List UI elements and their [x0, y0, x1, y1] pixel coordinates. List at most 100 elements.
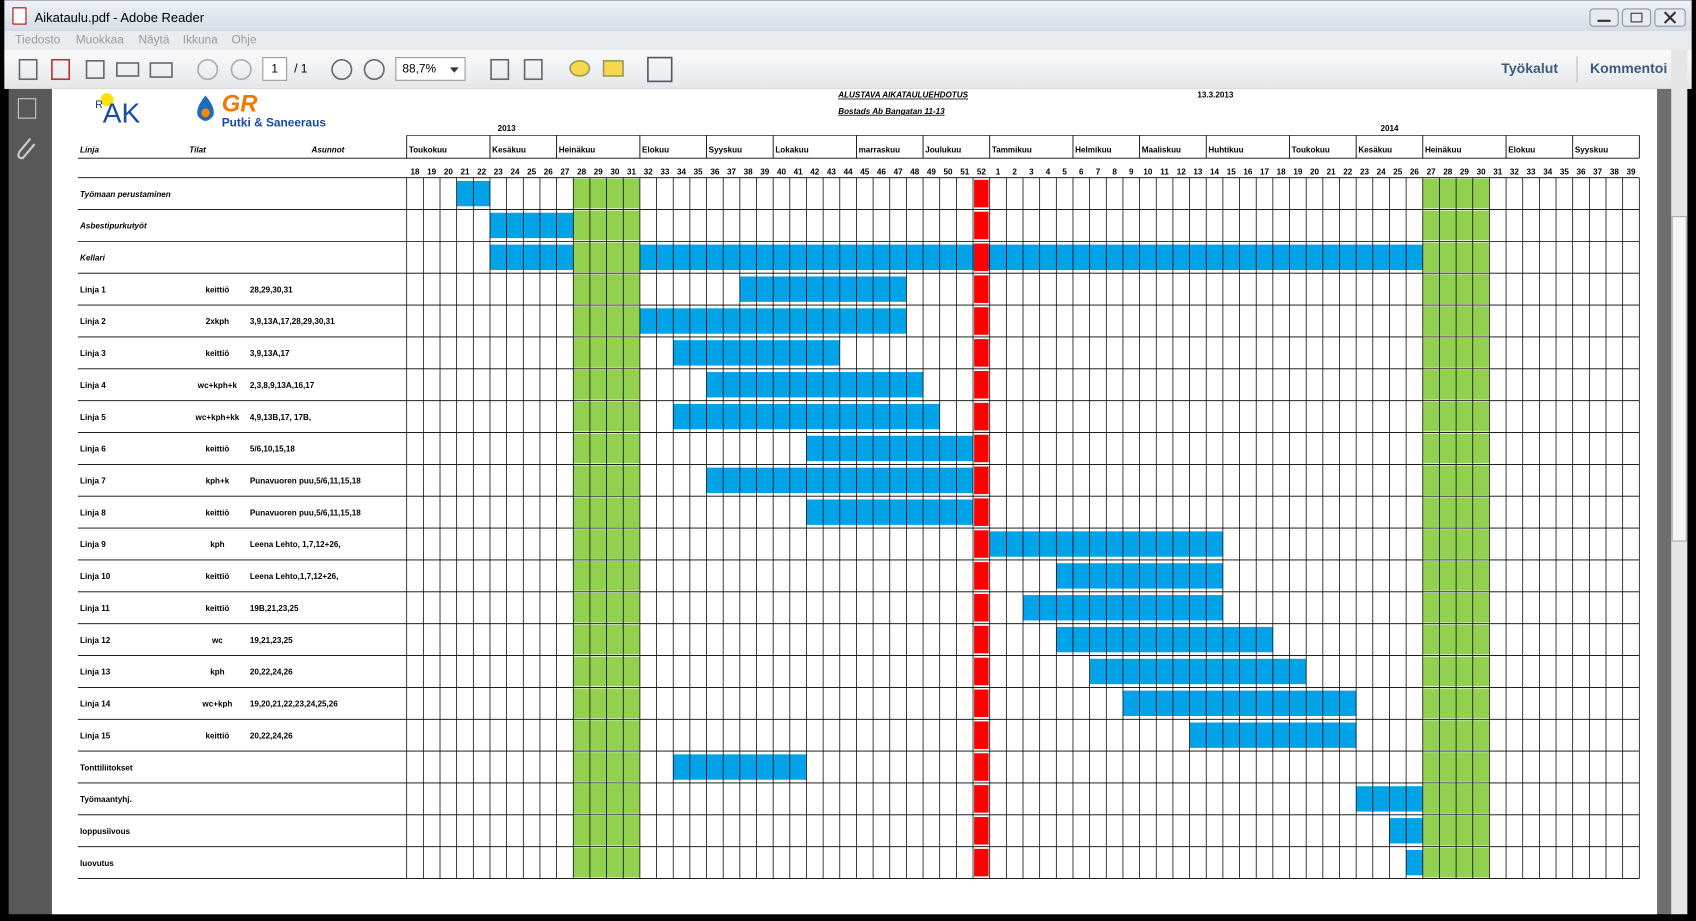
create-button[interactable]	[51, 58, 71, 81]
month-label: Heinäkuu	[559, 146, 596, 155]
open-button[interactable]	[18, 58, 38, 81]
week-number: 23	[1360, 167, 1370, 176]
christmas-cell	[974, 689, 989, 718]
comment-button[interactable]	[569, 60, 591, 77]
holiday-cell	[1439, 210, 1457, 241]
row-asunnot: 3,9,13A,17	[250, 349, 290, 358]
holiday-cell	[1472, 178, 1490, 209]
row-label: Asbestipurkutyöt	[79, 222, 147, 231]
row-label: Linja 3	[80, 349, 106, 358]
holiday-cell	[606, 815, 624, 846]
row-tilat: wc+kph	[201, 700, 232, 709]
zoom-out[interactable]	[331, 58, 353, 81]
holiday-cell	[1422, 624, 1440, 655]
holiday-cell	[606, 624, 624, 655]
week-number: 28	[1443, 167, 1453, 176]
month-label: Lokakuu	[775, 146, 808, 155]
row-asunnot: 20,22,24,26	[250, 731, 293, 740]
row-asunnot: 19,20,21,22,23,24,25,26	[250, 700, 338, 709]
holiday-cell	[1422, 465, 1440, 496]
week-number: 25	[1393, 167, 1403, 176]
print-button[interactable]	[116, 62, 140, 77]
week-number: 4	[1046, 167, 1051, 176]
week-number: 40	[777, 167, 787, 176]
restore[interactable]	[1621, 8, 1652, 27]
holiday-cell	[606, 752, 624, 782]
row-tilat: 2xkph	[206, 317, 229, 326]
christmas-cell	[974, 785, 989, 813]
task-bar	[489, 212, 574, 239]
holiday-cell	[589, 720, 607, 751]
toolbar	[4, 50, 1692, 89]
holiday-cell	[573, 401, 590, 432]
holiday-cell	[1456, 815, 1473, 846]
row-asunnot: Punavuoren puu,5/6,11,15,18	[250, 477, 361, 486]
holiday-cell	[623, 210, 640, 241]
holiday-cell	[623, 401, 640, 432]
holiday-cell	[1456, 529, 1473, 559]
month-label: Joulukuu	[925, 146, 961, 155]
holiday-cell	[1456, 624, 1473, 655]
zoom-input[interactable]	[395, 57, 466, 81]
window-controls[interactable]	[1589, 8, 1686, 27]
row-label: Linja 2	[80, 317, 106, 326]
fit-width[interactable]	[523, 58, 543, 81]
christmas-cell	[974, 179, 989, 208]
year-label: 2014	[1380, 124, 1399, 133]
comment-tab[interactable]: Kommentoi	[1590, 60, 1667, 76]
row-label: loppusiivous	[80, 827, 131, 836]
christmas-cell	[974, 753, 989, 781]
fullscreen-button[interactable]	[647, 56, 673, 83]
holiday-cell	[1472, 529, 1490, 559]
holiday-cell	[606, 369, 624, 400]
holiday-cell	[623, 369, 640, 400]
holiday-cell	[1422, 433, 1440, 464]
row-label: Tonttiliitokset	[80, 763, 133, 772]
week-number: 48	[910, 167, 920, 176]
week-number: 44	[844, 167, 854, 176]
holiday-cell	[589, 688, 607, 719]
month-label: Elokuu	[1508, 146, 1535, 155]
holiday-cell	[606, 784, 624, 814]
holiday-cell	[1472, 497, 1490, 528]
holiday-cell	[573, 815, 590, 846]
holiday-cell	[623, 497, 640, 528]
tools-tab[interactable]: Työkalut	[1501, 60, 1558, 76]
holiday-cell	[573, 688, 590, 719]
row-label: Linja 6	[80, 445, 106, 454]
holiday-cell	[1472, 433, 1490, 464]
page-input[interactable]	[262, 57, 288, 81]
zoom-in[interactable]	[363, 58, 385, 81]
holiday-cell	[1472, 624, 1490, 655]
holiday-cell	[589, 847, 607, 878]
save-button[interactable]	[85, 60, 105, 79]
holiday-cell	[1439, 720, 1457, 751]
holiday-cell	[623, 561, 640, 591]
next-page[interactable]	[230, 58, 252, 81]
email-button[interactable]	[149, 62, 173, 78]
zoom-dropdown[interactable]	[449, 67, 459, 73]
prev-page[interactable]	[197, 58, 219, 81]
highlight-button[interactable]	[602, 60, 624, 77]
holiday-cell	[1456, 720, 1473, 751]
pages-button[interactable]	[17, 98, 37, 119]
minimize[interactable]	[1589, 8, 1619, 27]
icon	[1663, 11, 1677, 24]
row-label: Linja 5	[80, 413, 106, 422]
christmas-cell	[974, 402, 989, 431]
week-number: 52	[977, 167, 987, 176]
holiday-cell	[1456, 592, 1473, 623]
menu-item: Muokkaa	[76, 32, 125, 46]
holiday-cell	[1439, 592, 1457, 623]
fit-page[interactable]	[490, 58, 510, 81]
attachments-button[interactable]	[17, 138, 36, 160]
holiday-cell	[1422, 274, 1440, 305]
month-label: Heinäkuu	[1425, 146, 1462, 155]
week-number: 22	[1343, 167, 1353, 176]
week-number: 47	[894, 167, 904, 176]
doc-title: ALUSTAVA AIKATAULUEHDOTUS	[837, 91, 968, 100]
week-number: 19	[427, 167, 437, 176]
week-number: 45	[860, 167, 870, 176]
scroll-thumb[interactable]	[1671, 216, 1687, 542]
